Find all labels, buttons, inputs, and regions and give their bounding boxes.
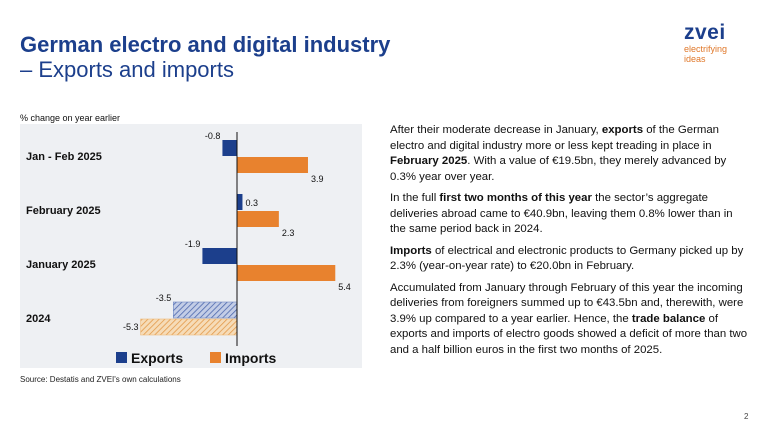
logo-brand: zvei <box>684 21 726 44</box>
slide-title: German electro and digital industry – Ex… <box>20 32 390 82</box>
logo-tagline-2: ideas <box>684 54 706 64</box>
text-span: of electrical and electronic products to… <box>390 244 744 273</box>
data-label: -5.3 <box>123 322 139 332</box>
text-span: . With a value of €19.5bn, they merely a… <box>390 155 727 183</box>
text-bold: exports <box>601 124 644 136</box>
logo-tagline-1: electrifying <box>684 44 728 54</box>
paragraph-imports: Imports of electrical and electronic pro… <box>390 244 748 275</box>
data-label: -3.5 <box>156 293 172 303</box>
legend-label: Imports <box>225 350 277 366</box>
imports-bar <box>237 265 336 281</box>
legend-swatch <box>210 352 221 363</box>
text-span: the sector’s aggregate deliveries abroad… <box>390 192 733 235</box>
paragraph-exports-two-months: In the full first two months of this yea… <box>390 191 748 238</box>
bar-chart-svg: Jan - Feb 2025 -0.8 3.9 February 2025 0.3 2.3… <box>26 131 351 366</box>
exports-bar <box>222 140 237 156</box>
text-bold: February 2025 <box>390 155 468 167</box>
text-span: Accumulated from January through Februar… <box>390 281 744 325</box>
data-label: -0.8 <box>205 131 221 141</box>
text-span: In the full <box>390 192 440 204</box>
imports-bar <box>237 157 308 173</box>
exports-bar <box>173 301 238 319</box>
category-label: February 2025 <box>26 205 101 217</box>
category-label: 2024 <box>26 313 51 325</box>
text-bold: Imports <box>390 244 432 257</box>
text-bold: first two months of this year <box>439 192 592 204</box>
text-span: of exports and imports of electro goods … <box>390 312 748 356</box>
text-span: of the German electro and digital indust… <box>390 124 720 152</box>
page-number: 2 <box>744 412 749 421</box>
category-label: Jan - Feb 2025 <box>26 151 102 163</box>
imports-bar <box>237 211 279 227</box>
title-line-2: – Exports and imports <box>20 57 234 82</box>
legend-label: Exports <box>131 350 183 366</box>
chart-axis-label: % change on year earlier <box>20 113 121 123</box>
bar-chart: Jan - Feb 2025 -0.8 3.9 February 2025 0.3 2.3… <box>20 124 362 368</box>
title-line-1: German electro and digital industry <box>20 32 391 57</box>
paragraph-trade-balance: Accumulated from January through Februar… <box>390 281 748 359</box>
commentary-text: After their moderate decrease in January… <box>390 123 748 364</box>
data-label: 3.9 <box>311 174 324 184</box>
data-label: 0.3 <box>245 198 258 208</box>
paragraph-exports-february: After their moderate decrease in January… <box>390 123 748 185</box>
source-note: Source: Destatis and ZVEI's own calculat… <box>20 375 181 384</box>
text-span: After their moderate decrease in January… <box>390 124 602 136</box>
text-bold: trade balance <box>631 312 706 325</box>
exports-bar <box>202 248 237 264</box>
zvei-logo: zvei electrifying ideas <box>684 22 754 64</box>
data-label: 5.4 <box>338 282 351 292</box>
legend-swatch <box>116 352 127 363</box>
data-label: 2.3 <box>282 228 295 238</box>
data-label: -1.9 <box>185 239 201 249</box>
category-label: January 2025 <box>26 259 96 271</box>
exports-bar <box>237 194 243 210</box>
imports-bar <box>140 318 238 336</box>
